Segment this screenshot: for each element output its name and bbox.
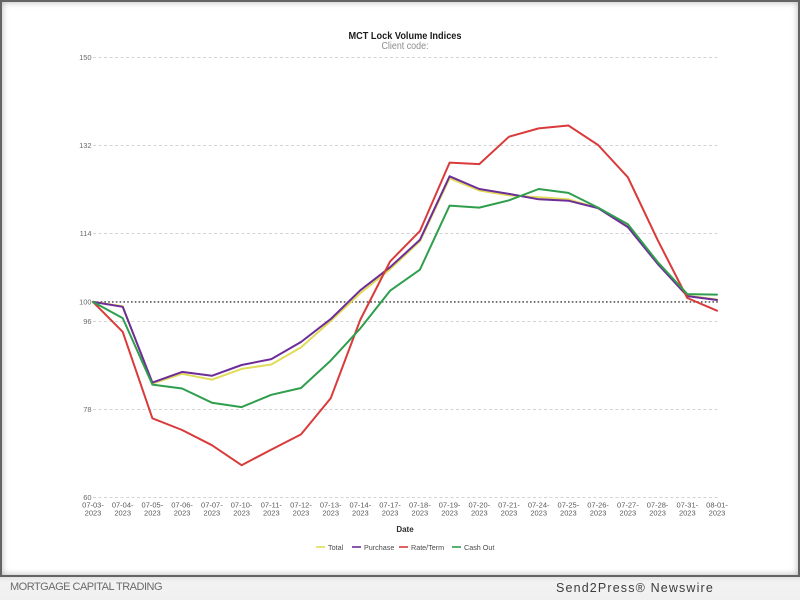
svg-text:07-19-: 07-19-	[439, 501, 461, 510]
svg-text:07-31-: 07-31-	[676, 501, 698, 510]
svg-text:Rate/Term: Rate/Term	[411, 543, 444, 552]
svg-text:07-06-: 07-06-	[171, 501, 193, 510]
svg-text:07-04-: 07-04-	[112, 501, 134, 510]
svg-text:07-28-: 07-28-	[647, 501, 669, 510]
svg-text:2023: 2023	[709, 509, 726, 518]
svg-text:96: 96	[83, 317, 91, 326]
svg-text:2023: 2023	[590, 509, 607, 518]
svg-text:Date: Date	[396, 525, 414, 534]
svg-text:07-25-: 07-25-	[558, 501, 580, 510]
svg-text:07-10-: 07-10-	[231, 501, 253, 510]
svg-text:2023: 2023	[530, 509, 547, 518]
svg-text:Client code:: Client code:	[382, 41, 429, 52]
svg-text:07-14-: 07-14-	[350, 501, 372, 510]
svg-text:2023: 2023	[322, 509, 339, 518]
svg-text:150: 150	[79, 53, 92, 62]
svg-text:2023: 2023	[293, 509, 310, 518]
svg-text:07-07-: 07-07-	[201, 501, 223, 510]
svg-text:07-18-: 07-18-	[409, 501, 431, 510]
svg-text:07-12-: 07-12-	[290, 501, 312, 510]
svg-text:07-20-: 07-20-	[468, 501, 490, 510]
svg-text:2023: 2023	[263, 509, 280, 518]
svg-text:07-05-: 07-05-	[142, 501, 164, 510]
svg-text:2023: 2023	[679, 509, 696, 518]
svg-text:Cash Out: Cash Out	[464, 543, 494, 552]
svg-text:2023: 2023	[441, 509, 458, 518]
svg-text:2023: 2023	[233, 509, 250, 518]
svg-text:2023: 2023	[382, 509, 399, 518]
svg-text:2023: 2023	[144, 509, 161, 518]
svg-text:2023: 2023	[649, 509, 666, 518]
svg-text:07-13-: 07-13-	[320, 501, 342, 510]
svg-text:07-24-: 07-24-	[528, 501, 550, 510]
svg-text:2023: 2023	[352, 509, 369, 518]
svg-text:Purchase: Purchase	[364, 543, 394, 552]
svg-text:2023: 2023	[85, 509, 102, 518]
svg-text:MCT Lock Volume Indices: MCT Lock Volume Indices	[349, 30, 462, 42]
svg-text:100: 100	[79, 298, 92, 307]
svg-text:2023: 2023	[560, 509, 577, 518]
svg-text:07-21-: 07-21-	[498, 501, 520, 510]
svg-text:60: 60	[83, 493, 91, 502]
svg-text:78: 78	[83, 405, 91, 414]
svg-text:2023: 2023	[412, 509, 429, 518]
svg-text:2023: 2023	[471, 509, 488, 518]
svg-text:2023: 2023	[204, 509, 221, 518]
svg-text:2023: 2023	[501, 509, 518, 518]
svg-text:07-27-: 07-27-	[617, 501, 639, 510]
svg-text:Total: Total	[328, 543, 344, 552]
svg-text:114: 114	[80, 229, 92, 238]
svg-text:07-26-: 07-26-	[587, 501, 609, 510]
svg-text:132: 132	[79, 141, 92, 150]
svg-text:07-03-: 07-03-	[82, 501, 104, 510]
svg-text:07-11-: 07-11-	[261, 501, 283, 510]
svg-text:2023: 2023	[174, 509, 191, 518]
svg-text:07-17-: 07-17-	[379, 501, 401, 510]
svg-text:08-01-: 08-01-	[706, 501, 728, 510]
svg-text:2023: 2023	[620, 509, 637, 518]
svg-text:2023: 2023	[114, 509, 131, 518]
